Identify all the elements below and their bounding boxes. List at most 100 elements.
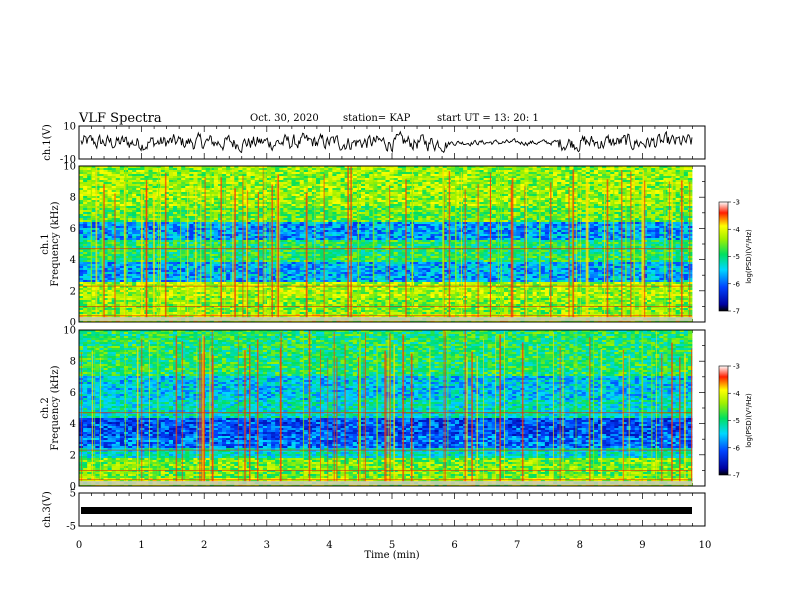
spectrogram-cell: [434, 170, 440, 173]
spectrogram-cell: [336, 224, 341, 227]
spectrogram-cell: [91, 196, 96, 199]
spectrogram-cell: [148, 194, 153, 197]
spectrogram-cell: [655, 196, 660, 199]
spectrogram-cell: [422, 166, 427, 169]
spectrogram-cell: [598, 218, 603, 221]
spectrogram-cell: [438, 182, 444, 185]
spectrogram-cell: [471, 214, 476, 217]
spectrogram-cell: [132, 188, 137, 191]
spectrogram-cell: [111, 204, 117, 207]
spectrogram-cell: [626, 180, 632, 183]
spectrogram-cell: [450, 218, 456, 221]
spectrogram-cell: [217, 166, 223, 169]
spectrogram-cell: [467, 170, 472, 173]
spectrogram-cell: [311, 210, 317, 213]
spectrogram-cell: [626, 184, 632, 187]
spectrogram-cell: [577, 208, 583, 211]
spectrogram-cell: [91, 180, 96, 183]
spectrogram-cell: [95, 226, 100, 229]
spectrogram-cell: [483, 220, 489, 223]
spectrogram-cell: [136, 192, 141, 195]
spectrogram-cell: [287, 174, 292, 177]
spectrogram-cell: [213, 220, 219, 223]
spectrogram-cell: [303, 176, 309, 179]
spectrogram-cell: [442, 174, 448, 177]
spectrogram-cell: [132, 194, 137, 197]
spectrogram-cell: [687, 178, 693, 181]
spectrogram-cell: [499, 220, 505, 223]
spectrogram-cell: [336, 192, 341, 195]
spectrogram-cell: [246, 222, 252, 225]
spectrogram-cell: [168, 168, 174, 171]
spectrogram-cell: [622, 220, 628, 223]
spectrogram-cell: [377, 174, 382, 177]
spectrogram-cell: [246, 212, 252, 215]
spectrogram-cell: [606, 188, 611, 191]
spectrogram-cell: [177, 198, 182, 201]
spectrogram-cell: [336, 204, 341, 207]
spectrogram-cell: [516, 182, 521, 185]
spectrogram-cell: [557, 174, 562, 177]
spectrogram-cell: [557, 216, 562, 219]
spectrogram-cell: [593, 178, 599, 181]
spectrogram-cell: [193, 178, 198, 181]
spectrogram-cell: [438, 200, 444, 203]
spectrogram-cell: [193, 180, 198, 183]
spectrogram-cell: [528, 206, 534, 209]
spectrogram-cell: [369, 178, 374, 181]
spectrogram-cell: [426, 176, 431, 179]
spectrogram-cell: [140, 166, 145, 169]
spectrogram-cell: [602, 172, 607, 175]
spectrogram-cell: [234, 196, 239, 199]
spectrogram-cell: [598, 216, 603, 219]
spectrogram-cell: [385, 166, 390, 169]
spectrogram-cell: [593, 208, 599, 211]
spectrogram-cell: [340, 202, 346, 205]
spectrogram-cell: [148, 206, 153, 209]
spectrogram-cell: [450, 212, 456, 215]
spectrogram-cell: [630, 216, 636, 219]
spectrogram-cell: [242, 178, 247, 181]
spectrogram-cell: [504, 198, 509, 201]
spectrogram-cell: [442, 184, 448, 187]
spectrogram-cell: [557, 196, 562, 199]
spectrogram-cell: [634, 216, 640, 219]
spectrogram-cell: [95, 212, 100, 215]
spectrogram-cell: [136, 208, 141, 211]
spectrogram-cell: [291, 184, 296, 187]
spectrogram-cell: [99, 212, 104, 215]
spectrogram-cell: [168, 198, 174, 201]
spectrogram-cell: [516, 212, 521, 215]
spectrogram-cell: [164, 168, 170, 171]
spectrogram-cell: [177, 206, 182, 209]
spectrogram-cell: [164, 182, 170, 185]
spectrogram-cell: [222, 226, 227, 229]
spectrogram-cell: [172, 178, 178, 181]
spectrogram-cell: [115, 226, 121, 229]
spectrogram-cell: [299, 178, 305, 181]
spectrogram-cell: [638, 222, 644, 225]
spectrogram-cell: [602, 168, 607, 171]
spectrogram-cell: [475, 166, 480, 169]
spectrogram-cell: [671, 194, 677, 197]
spectrogram-cell: [508, 176, 513, 179]
spectrogram-cell: [536, 224, 542, 227]
spectrogram-cell: [565, 206, 570, 209]
spectrogram-cell: [647, 190, 652, 193]
spectrogram-cell: [205, 208, 211, 211]
spectrogram-cell: [303, 174, 309, 177]
spectrogram-cell: [438, 202, 444, 205]
spectrogram-cell: [99, 226, 104, 229]
spectrogram-cell: [401, 170, 407, 173]
spectrogram-cell: [213, 190, 219, 193]
spectrogram-cell: [508, 212, 513, 215]
spectrogram-cell: [397, 180, 403, 183]
spectrogram-cell: [393, 172, 399, 175]
spectrogram-cell: [557, 198, 562, 201]
spectrogram-cell: [422, 198, 427, 201]
spectrogram-cell: [365, 222, 370, 225]
spectrogram-cell: [316, 182, 321, 185]
spectrogram-cell: [516, 176, 521, 179]
spectrogram-cell: [119, 166, 125, 169]
